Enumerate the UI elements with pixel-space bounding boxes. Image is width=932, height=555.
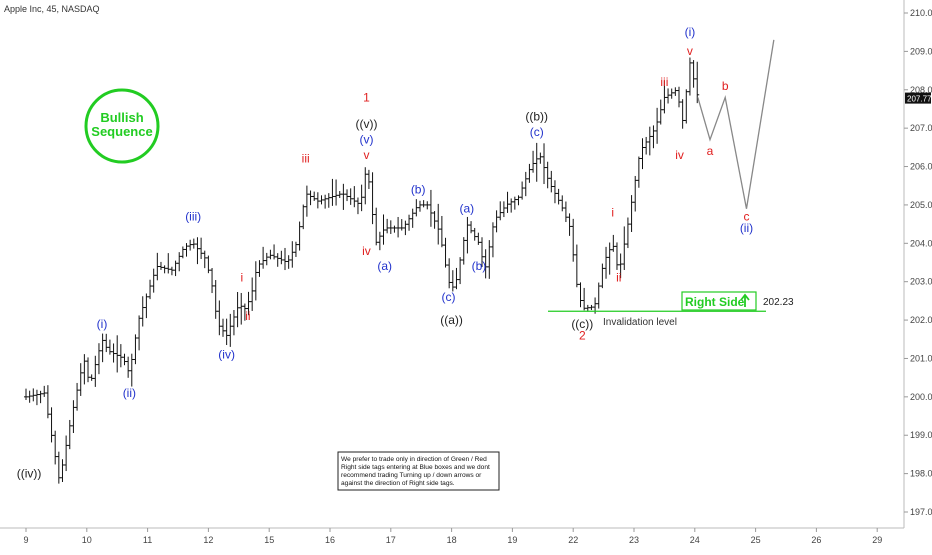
x-tick-label: 16 [325,535,335,545]
wave-label: (v) [359,133,373,147]
invalidation-label: Invalidation level [603,317,677,328]
wave-label: ((v)) [355,117,377,131]
x-tick-label: 12 [203,535,213,545]
wave-label: iii [660,75,668,89]
y-tick-label: 197.00 [910,507,932,517]
x-tick-label: 22 [568,535,578,545]
wave-label: ii [245,309,250,323]
wave-label: ((b)) [525,109,548,123]
wave-label: ((iv)) [17,466,42,480]
y-tick-label: 202.00 [910,315,932,325]
x-tick-label: 10 [82,535,92,545]
y-tick-label: 201.00 [910,353,932,363]
x-tick-label: 29 [872,535,882,545]
right-side-text: Right Side [685,295,745,309]
wave-label: (b) [472,259,487,273]
wave-label: v [687,44,693,58]
y-tick-label: 198.00 [910,469,932,479]
wave-label: (i) [97,317,108,331]
wave-label: (b) [411,182,426,196]
y-tick-label: 204.00 [910,238,932,248]
wave-label: (iv) [218,347,235,361]
wave-label: 1 [363,90,370,104]
wave-label: (a) [459,202,474,216]
y-tick-label: 200.00 [910,392,932,402]
note-box: We prefer to trade only in direction of … [337,451,500,491]
y-tick-label: 206.00 [910,162,932,172]
y-axis: 197.00 198.00 199.00 200.00 201.00 202.00 203.… [904,8,932,517]
x-tick-label: 25 [751,535,761,545]
up-arrow-icon [740,293,750,307]
x-tick-label: 18 [447,535,457,545]
x-tick-label: 19 [507,535,517,545]
wave-label: 2 [579,328,586,342]
x-tick-label: 9 [23,535,28,545]
wave-label: (iii) [185,209,201,223]
badge-line-1: Bullish [100,110,143,125]
wave-label: ((c)) [571,317,593,331]
x-tick-label: 17 [386,535,396,545]
note-line-2: Right side tags entering at Blue boxes a… [341,464,490,471]
wave-label: c [743,209,749,223]
bullish-sequence-badge: Bullish Sequence [84,88,160,164]
wave-label: ((a)) [440,313,463,327]
current-price-text: 207.77 [907,95,932,104]
wave-label: (ii) [123,386,136,400]
wave-label: iii [302,152,310,166]
wave-labels: ((iv))(i)(ii)(iii)(iv)iiiiiiivv(v)((v))1… [17,25,753,480]
x-axis: 9 10 11 12 15 16 17 18 19 22 23 24 25 26 29 [23,528,882,545]
wave-label: (c) [530,125,544,139]
wave-label: ii [616,271,621,285]
invalidation-value: 202.23 [763,297,794,308]
y-tick-label: 210.00 [910,8,932,18]
wave-label: v [363,148,369,162]
wave-label: (ii) [740,221,753,235]
x-tick-label: 24 [690,535,700,545]
wave-label: b [722,79,729,93]
x-tick-label: 23 [629,535,639,545]
forecast-path [697,39,775,209]
note-line-4: against the direction of Right side tags… [341,480,455,487]
x-tick-label: 26 [811,535,821,545]
price-bars [24,57,700,484]
y-tick-label: 199.00 [910,430,932,440]
wave-label: iv [675,148,684,162]
current-price-marker: 207.77 [905,92,932,104]
chart-title: Apple Inc, 45, NASDAQ [4,4,100,14]
wave-label: iv [362,244,371,258]
wave-label: a [707,144,714,158]
wave-label: (a) [377,259,392,273]
badge-line-2: Sequence [91,124,152,139]
y-tick-label: 208.00 [910,85,932,95]
wave-label: i [611,205,614,219]
note-line-3: recommend trading Turning up / down arro… [341,472,482,479]
right-side-tag: Right Side [681,291,757,311]
y-tick-label: 203.00 [910,277,932,287]
note-line-1: We prefer to trade only in direction of … [341,456,487,463]
y-tick-label: 207.00 [910,123,932,133]
wave-label: (c) [442,290,456,304]
x-tick-label: 11 [143,535,152,545]
y-tick-label: 209.00 [910,46,932,56]
wave-label: i [241,271,244,285]
y-tick-label: 205.00 [910,200,932,210]
wave-label: (i) [685,25,696,39]
x-tick-label: 15 [264,535,274,545]
